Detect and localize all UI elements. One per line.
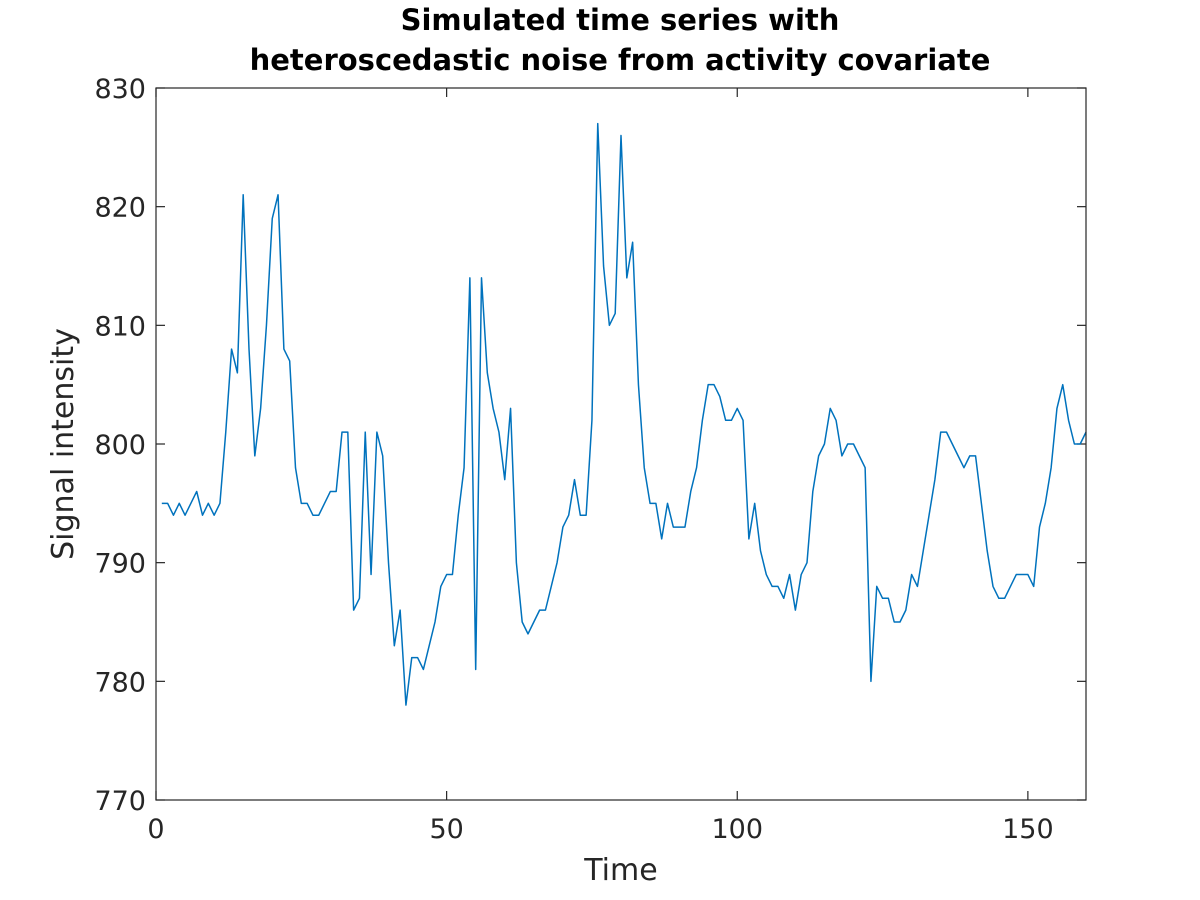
y-tick-label: 770 xyxy=(94,786,146,817)
y-axis-label: Signal intensity xyxy=(46,328,81,560)
x-axis-label: Time xyxy=(583,853,657,888)
chart-title-line-2: heteroscedastic noise from activity cova… xyxy=(250,43,991,77)
x-tick-label: 0 xyxy=(147,814,164,845)
x-tick-label: 50 xyxy=(429,814,463,845)
y-tick-label: 780 xyxy=(94,667,146,698)
y-tick-label: 830 xyxy=(94,74,146,105)
y-tick-label: 790 xyxy=(94,549,146,580)
chart-title-line-1: Simulated time series with xyxy=(401,3,840,37)
axis-ticks xyxy=(155,87,1086,801)
y-tick-label: 800 xyxy=(94,430,146,461)
tick-labels: 0 50 100 150 770 780 790 800 810 820 830 xyxy=(94,74,1053,845)
plot-area-frame xyxy=(155,87,1087,801)
y-tick-label: 810 xyxy=(94,311,146,342)
y-tick-label: 820 xyxy=(94,193,146,224)
x-tick-label: 150 xyxy=(1002,814,1054,845)
series-line xyxy=(161,122,1087,706)
x-tick-label: 100 xyxy=(711,814,763,845)
